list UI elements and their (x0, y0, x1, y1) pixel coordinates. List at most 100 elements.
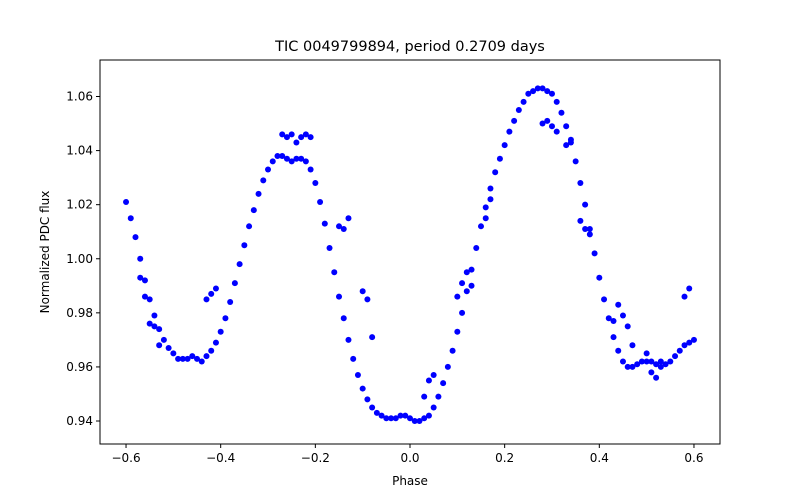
data-point (340, 226, 347, 233)
data-point (127, 215, 134, 222)
data-point (222, 315, 229, 322)
data-point (539, 85, 546, 92)
data-point (539, 120, 546, 127)
data-point (558, 109, 565, 116)
data-point (487, 185, 494, 192)
data-point (160, 336, 167, 343)
data-point (459, 309, 466, 316)
data-point (331, 269, 338, 276)
data-point (619, 312, 626, 319)
data-point (298, 155, 305, 162)
data-point (378, 412, 385, 419)
data-point (411, 418, 418, 425)
data-point (563, 142, 570, 149)
data-point (482, 204, 489, 211)
data-point (468, 266, 475, 273)
data-point (454, 293, 461, 300)
data-point (369, 404, 376, 411)
data-point (686, 285, 693, 292)
x-axis-label: Phase (392, 474, 428, 488)
data-point (605, 315, 612, 322)
data-point (468, 282, 475, 289)
data-point (288, 131, 295, 138)
data-point (667, 358, 674, 365)
data-point (634, 361, 641, 368)
data-point (175, 355, 182, 362)
data-point (288, 158, 295, 165)
data-point (184, 355, 191, 362)
data-point (511, 117, 518, 124)
y-tick-label: 0.96 (66, 360, 93, 374)
data-point (591, 250, 598, 257)
chart-title: TIC 0049799894, period 0.2709 days (274, 39, 545, 55)
data-point (619, 358, 626, 365)
data-point (298, 134, 305, 141)
data-point (525, 90, 532, 97)
data-point (577, 217, 584, 224)
data-point (279, 131, 286, 138)
data-point (643, 350, 650, 357)
data-point (151, 312, 158, 319)
data-point (307, 166, 314, 173)
data-point (373, 409, 380, 416)
data-point (506, 128, 513, 135)
data-point (189, 353, 196, 360)
data-point (421, 393, 428, 400)
data-point (203, 353, 210, 360)
data-point (302, 158, 309, 165)
data-point (241, 242, 248, 249)
data-point (657, 358, 664, 365)
data-point (364, 396, 371, 403)
data-point (563, 123, 570, 130)
data-point (430, 404, 437, 411)
data-point (208, 290, 215, 297)
data-point (610, 334, 617, 341)
y-axis-label: Normalized PDC flux (38, 191, 52, 314)
data-point (260, 177, 267, 184)
data-point (146, 320, 153, 327)
y-tick-label: 0.98 (66, 306, 93, 320)
data-point (449, 347, 456, 354)
data-point (586, 226, 593, 233)
x-tick-label: 0.2 (495, 451, 514, 465)
x-tick-label: 0.6 (684, 451, 703, 465)
data-point (681, 293, 688, 300)
data-point (326, 244, 333, 251)
data-point (265, 166, 272, 173)
data-point (392, 415, 399, 422)
data-point (487, 196, 494, 203)
data-point (307, 134, 314, 141)
data-point (577, 180, 584, 187)
data-point (544, 88, 551, 95)
data-point (283, 134, 290, 141)
data-point (279, 153, 286, 159)
data-point (657, 363, 664, 370)
data-point (274, 153, 281, 159)
y-tick-label: 1.02 (66, 198, 93, 212)
y-tick-label: 1.06 (66, 90, 93, 104)
data-point (123, 198, 130, 205)
data-point (653, 361, 660, 368)
data-point (350, 355, 357, 362)
data-point (151, 323, 158, 330)
data-point (156, 326, 163, 333)
data-point (515, 107, 522, 114)
data-point (615, 347, 622, 354)
data-point (345, 215, 352, 222)
data-point (246, 223, 253, 230)
data-point (601, 296, 608, 303)
data-points (123, 85, 697, 425)
data-point (227, 299, 234, 306)
data-point (255, 190, 262, 197)
data-point (463, 269, 470, 276)
data-point (681, 342, 688, 349)
x-tick-label: 0.4 (590, 451, 609, 465)
data-point (345, 336, 352, 343)
data-point (624, 363, 631, 370)
data-point (648, 369, 655, 376)
data-point (421, 415, 428, 422)
data-point (530, 88, 537, 95)
data-point (548, 123, 555, 130)
data-point (473, 244, 480, 251)
data-point (388, 415, 395, 422)
